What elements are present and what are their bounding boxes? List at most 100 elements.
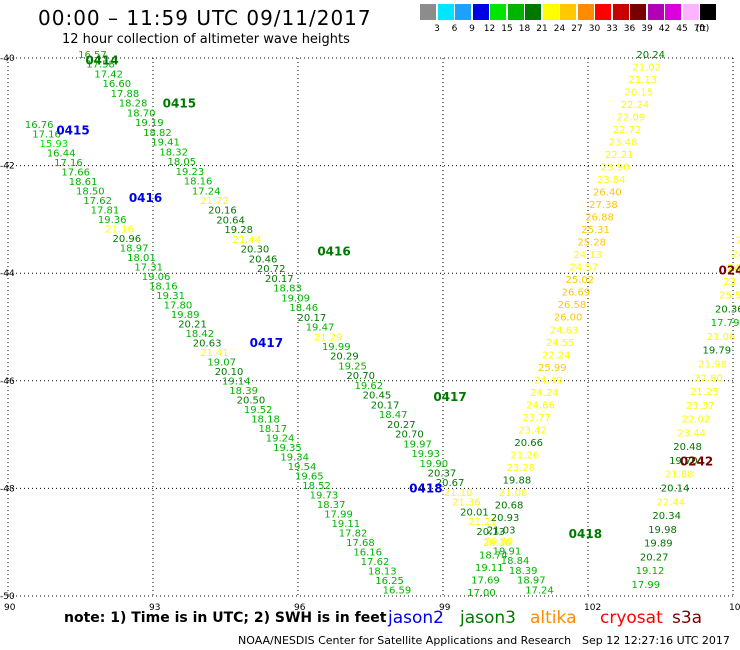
color-bin-2 — [455, 4, 471, 20]
swh-value: 22.44 — [657, 497, 686, 508]
swh-value: 18.16 — [184, 177, 213, 188]
swh-value: 16.60 — [102, 79, 131, 90]
color-bin-8 — [560, 4, 576, 20]
pass-label: 0418 — [409, 481, 442, 495]
pass-label: 0414 — [85, 54, 118, 68]
swh-value: 20.15 — [625, 88, 654, 99]
swh-value: 18.17 — [258, 424, 287, 435]
swh-value: 19.34 — [280, 452, 309, 463]
swh-value: 24.57 — [569, 263, 598, 274]
swh-value: 19.89 — [171, 310, 200, 321]
lon-tick-label: 99 — [439, 603, 451, 613]
swh-value: 19.93 — [411, 449, 440, 460]
swh-value: 19.35 — [273, 443, 302, 454]
swh-value: 18.70 — [127, 108, 156, 119]
lat-lon-grid — [7, 57, 734, 597]
lat-tick-label: -48 — [0, 484, 15, 494]
swh-value: 20.45 — [363, 391, 392, 402]
swh-value: 17.31 — [134, 262, 163, 273]
swh-value: 17.58 — [86, 60, 115, 71]
swh-value: 20.16 — [208, 206, 237, 217]
swh-value: 21.44 — [233, 235, 262, 246]
swh-value: 21.02 — [632, 63, 661, 74]
color-bin-1 — [437, 4, 454, 20]
swh-value: 16.76 — [25, 120, 54, 131]
swh-value: 20.30 — [241, 245, 270, 256]
swh-value: 19.97 — [403, 439, 432, 450]
swh-value: 16.59 — [383, 585, 412, 596]
swh-value: 23.42 — [518, 425, 547, 436]
color-bin-14 — [665, 4, 681, 20]
swh-value: 17.62 — [83, 196, 112, 207]
swh-value: 20.24 — [636, 50, 665, 61]
swh-value: 17.81 — [91, 205, 120, 216]
swh-value: 18.42 — [186, 329, 215, 340]
swh-value: 24.66 — [526, 400, 555, 411]
swh-value: 19.89 — [644, 539, 673, 550]
pass-label: 0418 — [569, 527, 602, 541]
swh-value: 19.88 — [503, 475, 532, 486]
credit-text: NOAA/NESDIS Center for Satellite Applica… — [238, 634, 572, 647]
swh-value: 20.34 — [652, 511, 681, 522]
swh-value: 19.54 — [288, 462, 317, 473]
swh-value: 20.46 — [249, 254, 278, 265]
swh-value: 18.37 — [317, 500, 346, 511]
lat-tick-label: -50 — [0, 592, 15, 602]
swh-value: 22.09 — [617, 113, 646, 124]
pass-label: 0242 — [680, 455, 713, 469]
swh-value: 19.09 — [281, 293, 310, 304]
pass-label: 0417 — [250, 336, 283, 350]
swh-value: 18.47 — [379, 410, 408, 421]
swh-value: 18.82 — [143, 128, 172, 139]
swh-value: 26.69 — [562, 288, 591, 299]
swh-value: 19.79 — [702, 346, 731, 357]
color-bin-label: 9 — [469, 24, 475, 34]
legend-jason3: jason3 — [460, 608, 516, 628]
swh-value: 26.00 — [554, 313, 583, 324]
lat-tick-label: -42 — [0, 162, 15, 172]
swh-value: 22.24 — [542, 350, 571, 361]
swh-value: 19.12 — [636, 566, 665, 577]
lon-tick-label: 93 — [149, 603, 160, 613]
map-note: note: 1) Time is in UTC; 2) SWH is in fe… — [64, 610, 387, 626]
color-bin-4 — [490, 4, 506, 20]
swh-value: 19.98 — [648, 525, 677, 536]
swh-value: 19.11 — [475, 563, 504, 574]
color-bin-label: 12 — [483, 24, 496, 34]
swh-value: 19.31 — [156, 291, 185, 302]
altimeter-tracks: 16.5717.5817.4216.6017.8818.2818.7019.19… — [25, 50, 740, 599]
swh-value: 25.19 — [736, 236, 740, 247]
swh-value: 24.55 — [546, 338, 575, 349]
swh-value: 21.88 — [665, 470, 694, 481]
lon-tick-label: 90 — [4, 603, 16, 613]
swh-value: 18.61 — [69, 177, 98, 188]
swh-value: 17.99 — [324, 509, 353, 520]
swh-value: 18.01 — [127, 253, 156, 264]
swh-value: 18.39 — [509, 566, 538, 577]
swh-value: 23.28 — [507, 463, 536, 474]
pass-label: 0416 — [317, 245, 350, 259]
swh-value: 18.32 — [159, 147, 188, 158]
swh-value: 18.97 — [120, 243, 149, 254]
swh-value: 17.68 — [346, 538, 375, 549]
swh-value: 20.70 — [395, 430, 424, 441]
swh-value: 18.16 — [149, 281, 178, 292]
swh-value: 17.16 — [54, 158, 83, 169]
swh-value: 18.13 — [368, 566, 397, 577]
swh-value: 17.24 — [192, 186, 221, 197]
swh-value: 19.52 — [244, 405, 273, 416]
swh-value: 20.17 — [298, 313, 327, 324]
swh-value: 18.28 — [119, 99, 148, 110]
swh-value: 20.27 — [387, 420, 416, 431]
swh-value: 20.50 — [237, 395, 266, 406]
swh-value: 17.69 — [471, 575, 500, 586]
swh-value: 18.18 — [251, 414, 280, 425]
lat-tick-label: -46 — [0, 377, 15, 387]
swh-value: 19.23 — [176, 167, 205, 178]
swh-value: 19.07 — [207, 357, 236, 368]
swh-value: 17.82 — [339, 528, 368, 539]
swh-value: 17.66 — [61, 167, 90, 178]
swh-value: 22.02 — [682, 415, 711, 426]
swh-value: 20.37 — [428, 469, 457, 480]
